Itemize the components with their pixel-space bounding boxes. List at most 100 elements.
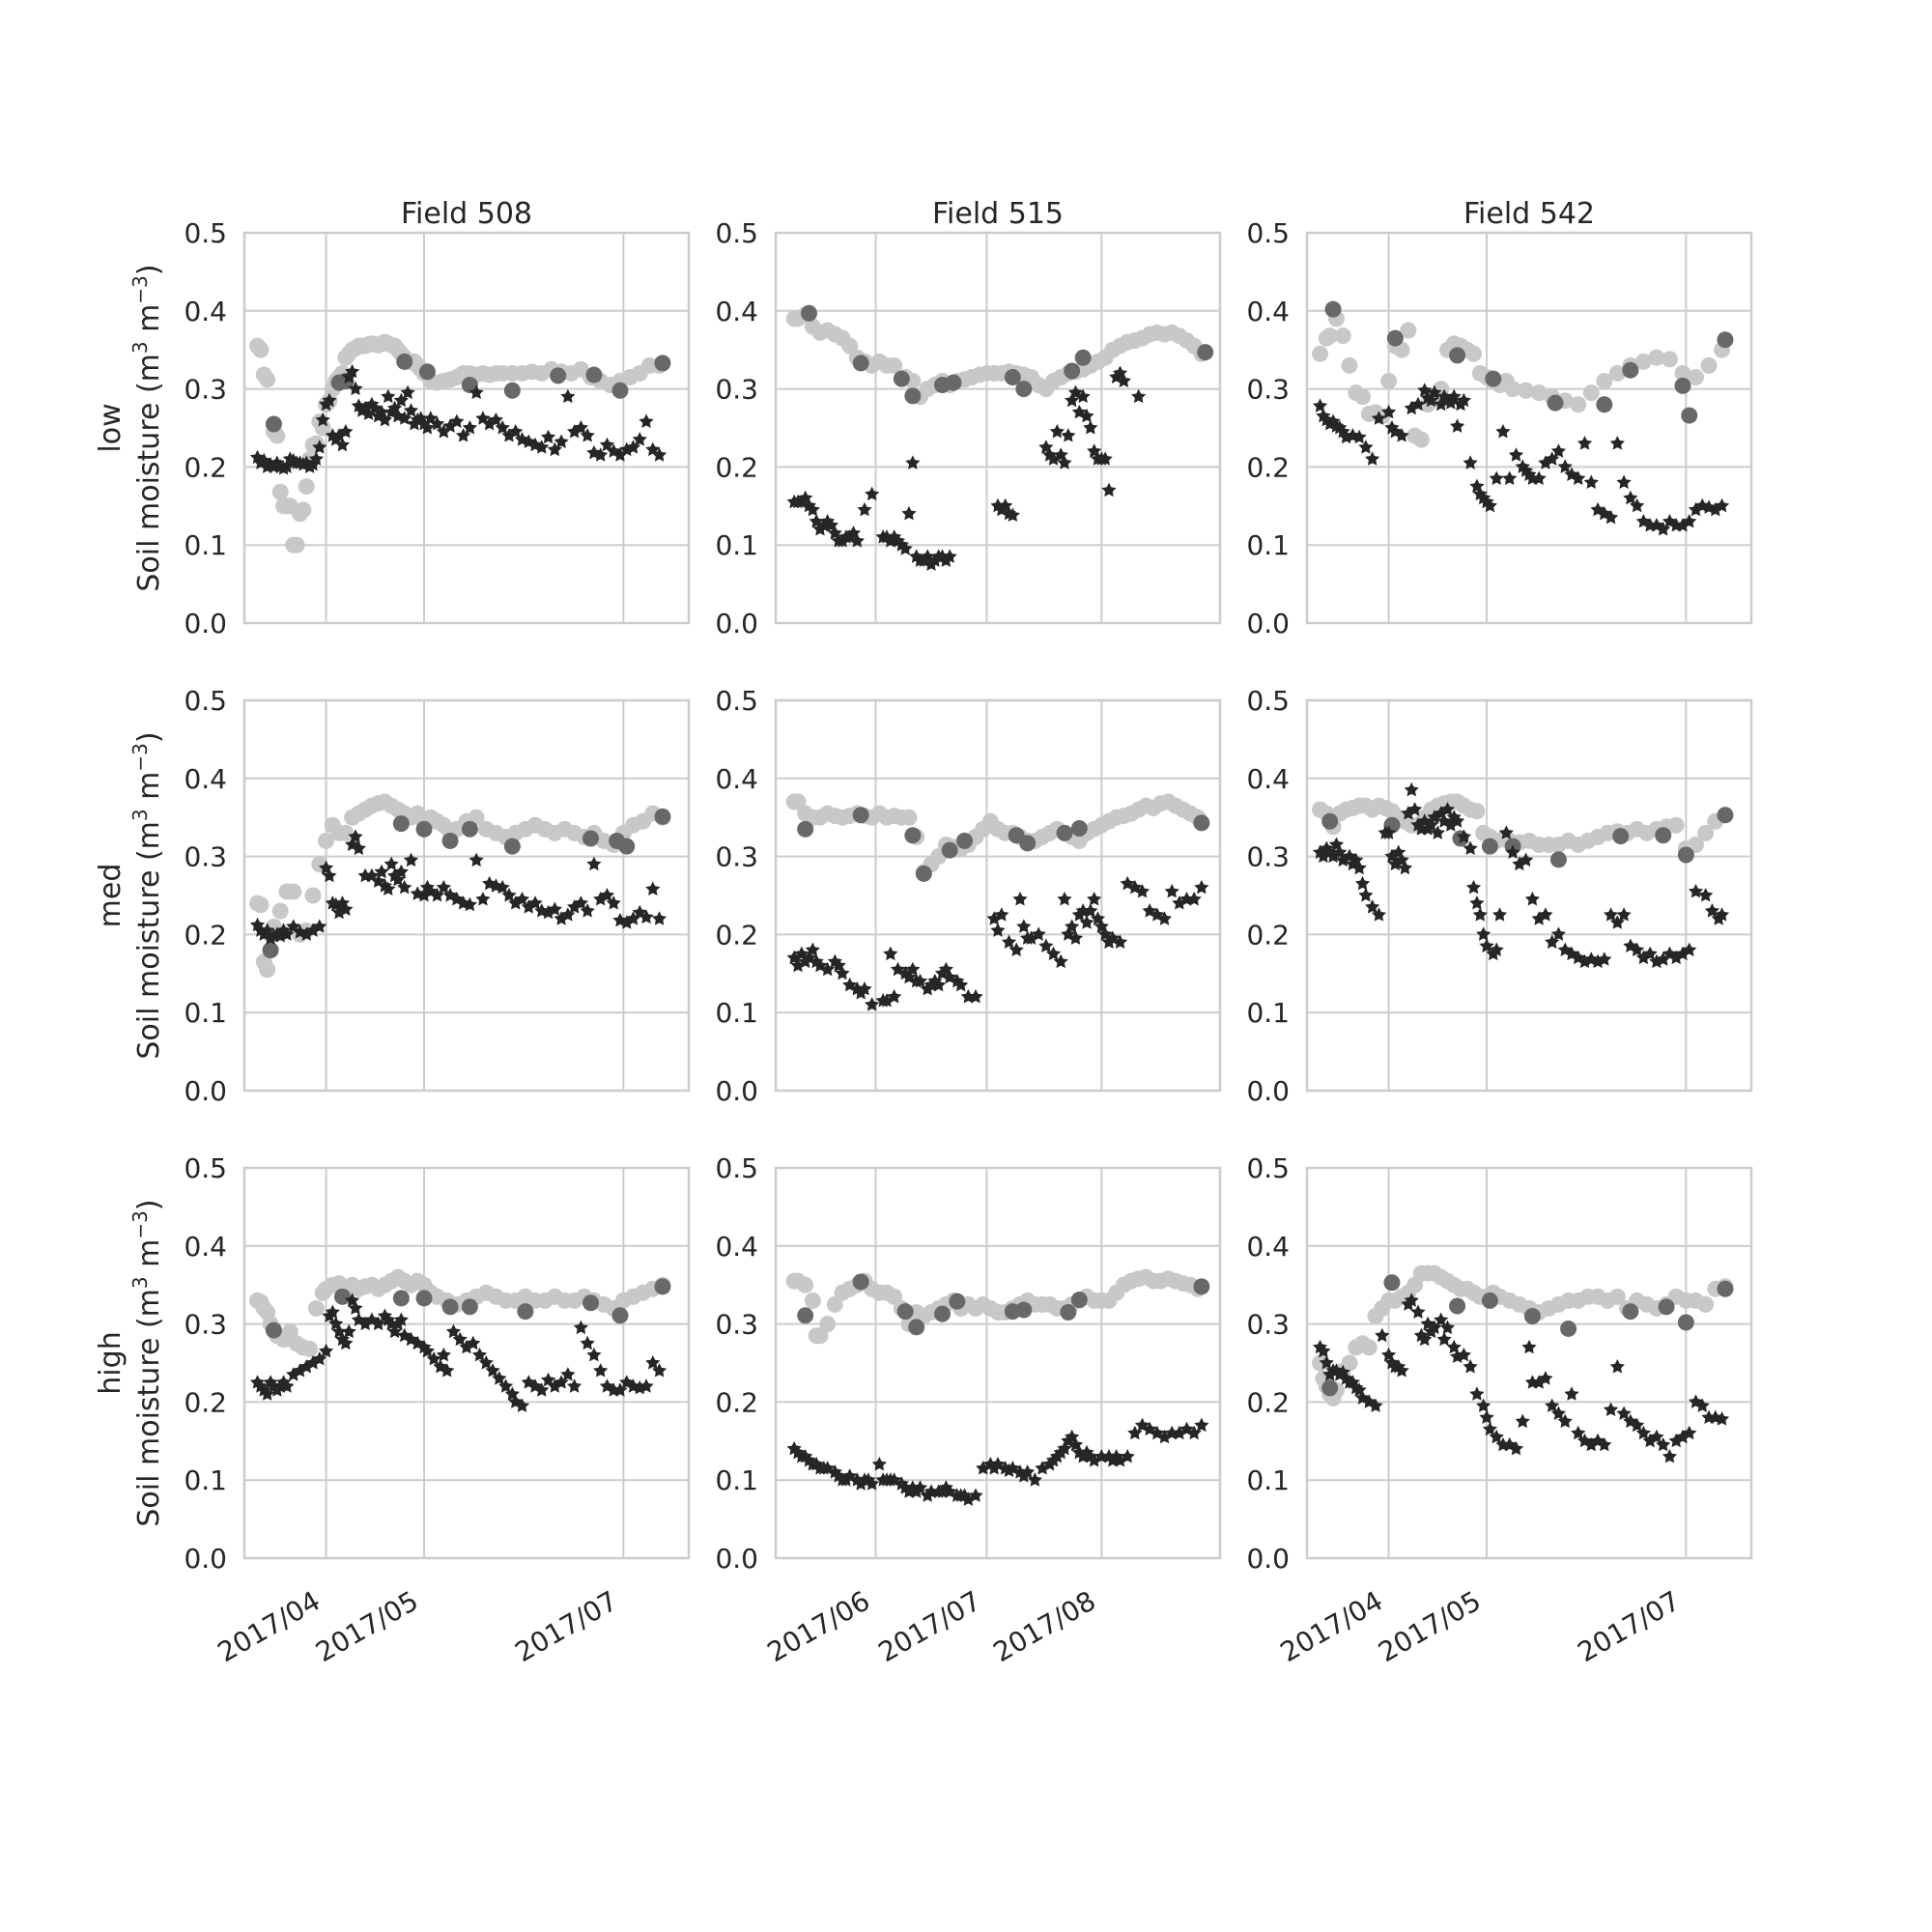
data-point-dark-circle [1004, 368, 1021, 385]
data-point-dark-circle [1655, 827, 1672, 844]
series-star [786, 875, 1209, 1011]
data-point-star [1521, 1339, 1537, 1354]
data-point-dark-circle [582, 1294, 600, 1312]
y-tick-label: 0.5 [1246, 1152, 1290, 1184]
data-point-dark-circle [396, 353, 413, 370]
data-point-dark-circle [618, 838, 636, 855]
data-point-light-circle [318, 832, 335, 849]
data-point-dark-circle [1070, 1292, 1088, 1309]
y-tick-label: 0.1 [715, 997, 758, 1029]
y-tick-label: 0.1 [184, 529, 227, 561]
data-point-star [1524, 892, 1540, 906]
data-point-dark-circle [915, 865, 932, 882]
data-point-dark-circle [1015, 1301, 1033, 1319]
y-tick-label: 0.4 [184, 1231, 227, 1263]
data-point-dark-circle [441, 1298, 459, 1316]
data-point-light-circle [819, 1316, 837, 1333]
panel-med-1: 0.0 0.1 0.2 0.3 0.4 0.5 [715, 685, 1222, 1107]
row-label-low: low [94, 403, 128, 452]
data-point-dark-circle [1677, 1314, 1694, 1331]
data-point-light-circle [314, 419, 331, 437]
data-point-light-circle [259, 371, 276, 388]
data-point-light-circle [1341, 1354, 1358, 1372]
data-point-dark-circle [941, 841, 958, 859]
data-point-star [1564, 1386, 1579, 1401]
row-label-high: high [94, 1331, 128, 1394]
data-point-dark-circle [582, 830, 600, 847]
data-point-light-circle [789, 793, 807, 810]
data-point-star [865, 486, 880, 501]
data-point-light-circle [1674, 364, 1691, 382]
data-point-star [1495, 424, 1511, 439]
y-tick-label: 0.0 [184, 1543, 227, 1575]
data-point-light-circle [285, 883, 302, 900]
x-tick-label: 2017/06 [762, 1584, 875, 1668]
x-tick-label: 2017/04 [1275, 1584, 1388, 1668]
data-point-dark-circle [852, 807, 869, 824]
series-light-circle [785, 306, 1210, 406]
data-point-light-circle [1400, 322, 1417, 339]
y-tick-label: 0.2 [1246, 1386, 1290, 1418]
x-tick-label: 2017/07 [510, 1584, 623, 1668]
y-tick-label: 0.0 [184, 608, 227, 639]
data-point-dark-circle [896, 1303, 914, 1321]
data-point-dark-circle [1015, 381, 1033, 398]
x-tick-label: 2017/05 [1373, 1584, 1486, 1668]
data-point-dark-circle [265, 1321, 282, 1339]
data-point-dark-circle [1481, 838, 1498, 855]
panel-low-1: 0.0 0.1 0.2 0.3 0.4 0.5 Field 515 [715, 197, 1222, 639]
data-point-dark-circle [801, 304, 817, 322]
data-point-star [1131, 388, 1147, 404]
y-tick-label: 0.1 [715, 529, 758, 561]
series-light-circle [1312, 1264, 1734, 1406]
data-point-light-circle [826, 1295, 843, 1313]
data-point-star [586, 856, 602, 871]
series-dark-circle [801, 304, 1214, 405]
data-point-star [1012, 892, 1028, 906]
data-point-star [567, 1378, 582, 1393]
x-tick-label: 2017/07 [1573, 1584, 1686, 1668]
y-tick-label: 0.0 [715, 608, 758, 639]
data-point-star [593, 1363, 609, 1378]
series-light-circle [249, 793, 671, 979]
data-point-light-circle [1412, 431, 1430, 448]
data-point-light-circle [1530, 384, 1548, 402]
y-tick-label: 0.5 [715, 1152, 758, 1184]
series-dark-circle [797, 1273, 1210, 1336]
data-point-star [1087, 892, 1102, 906]
panel-title: Field 508 [401, 197, 532, 231]
data-point-light-circle [804, 1292, 821, 1309]
axes-frame [242, 698, 691, 1093]
data-point-dark-circle [418, 363, 436, 381]
panel-low-2: 0.0 0.1 0.2 0.3 0.4 0.5 Field 542 [1246, 197, 1753, 639]
y-tick-label: 0.0 [715, 1075, 758, 1107]
data-point-star [1465, 879, 1482, 895]
data-point-star [1609, 436, 1625, 450]
series-star [786, 365, 1147, 571]
data-point-star [1038, 938, 1054, 952]
data-point-dark-circle [1547, 394, 1564, 412]
data-point-star [1375, 1327, 1390, 1343]
series-dark-circle [1321, 1274, 1734, 1397]
data-point-dark-circle [949, 1293, 966, 1310]
data-point-dark-circle [654, 808, 671, 825]
data-point-dark-circle [392, 815, 410, 833]
y-tick-label: 0.3 [715, 1309, 758, 1341]
y-tick-label: 0.3 [1246, 374, 1290, 406]
data-point-light-circle [1570, 396, 1587, 413]
y-tick-label: 0.2 [184, 451, 227, 483]
data-point-dark-circle [1060, 1303, 1077, 1321]
y-tick-label: 0.5 [1246, 685, 1290, 717]
data-point-light-circle [1321, 327, 1339, 345]
y-tick-label: 0.2 [184, 1386, 227, 1418]
y-tick-label: 0.5 [184, 217, 227, 249]
y-tick-label: 0.3 [715, 374, 758, 406]
axes-frame [774, 231, 1222, 625]
data-point-star [1164, 883, 1179, 898]
data-point-dark-circle [1549, 851, 1567, 868]
data-point-dark-circle [1485, 370, 1502, 387]
data-point-star [1508, 447, 1524, 462]
data-point-dark-circle [1324, 300, 1342, 318]
